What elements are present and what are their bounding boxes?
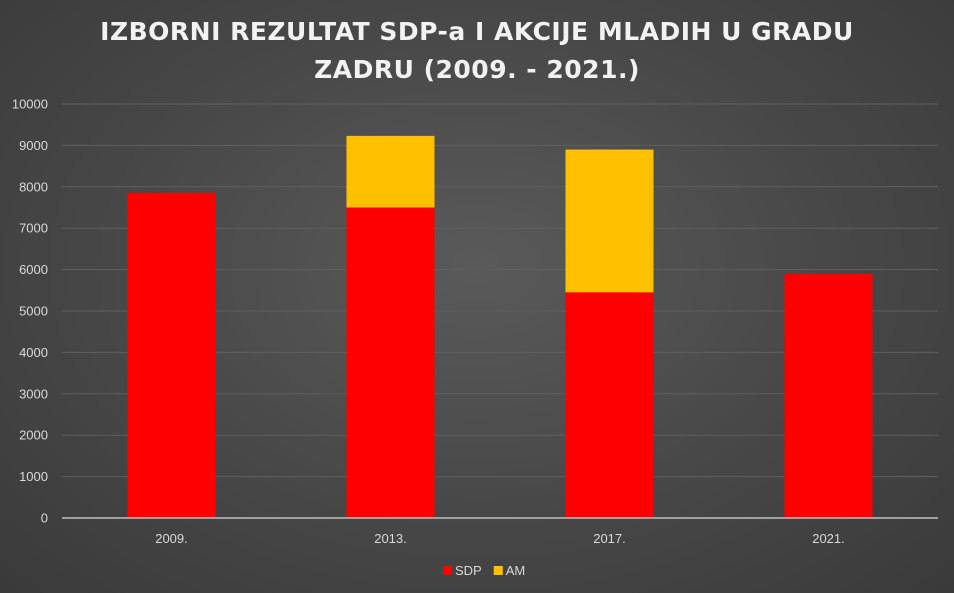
y-tick-label-6000: 6000 xyxy=(19,262,48,277)
chart-title-line-1: IZBORNI REZULTAT SDP-a I AKCIJE MLADIH U… xyxy=(100,17,854,46)
x-axis: 2009. 2013. 2017. 2021. xyxy=(62,517,938,546)
x-tick-label-2009: 2009. xyxy=(155,531,188,546)
y-tick-label-5000: 5000 xyxy=(19,304,48,319)
y-tick-label-3000: 3000 xyxy=(19,386,48,401)
y-tick-label-9000: 9000 xyxy=(19,138,48,153)
y-axis: 0 1000 2000 3000 4000 5000 6000 7000 8000 9000 100… xyxy=(12,97,48,526)
bar-am-2013 xyxy=(346,135,435,208)
bar-sdp-2021 xyxy=(784,273,873,518)
legend-label-am: AM xyxy=(506,563,526,578)
y-tick-label-7000: 7000 xyxy=(19,221,48,236)
y-tick-label-4000: 4000 xyxy=(19,345,48,360)
bar-sdp-2013 xyxy=(346,207,435,518)
y-tick-label-2000: 2000 xyxy=(19,428,48,443)
chart-title-line-2: ZADRU (2009. - 2021.) xyxy=(314,55,640,84)
bars xyxy=(127,135,873,518)
legend: SDP AM xyxy=(443,563,525,578)
x-tick-label-2013: 2013. xyxy=(374,531,407,546)
x-tick-label-2021: 2021. xyxy=(812,531,845,546)
bar-am-2017 xyxy=(565,149,654,293)
y-tick-label-0: 0 xyxy=(41,511,48,526)
bar-sdp-2009 xyxy=(127,193,216,518)
legend-swatch-sdp xyxy=(443,566,452,575)
x-tick-label-2017: 2017. xyxy=(593,531,626,546)
y-tick-label-1000: 1000 xyxy=(19,469,48,484)
y-tick-label-8000: 8000 xyxy=(19,179,48,194)
bar-sdp-2017 xyxy=(565,292,654,518)
y-tick-label-10000: 10000 xyxy=(12,97,48,112)
legend-swatch-am xyxy=(493,566,503,575)
legend-label-sdp: SDP xyxy=(455,563,482,578)
